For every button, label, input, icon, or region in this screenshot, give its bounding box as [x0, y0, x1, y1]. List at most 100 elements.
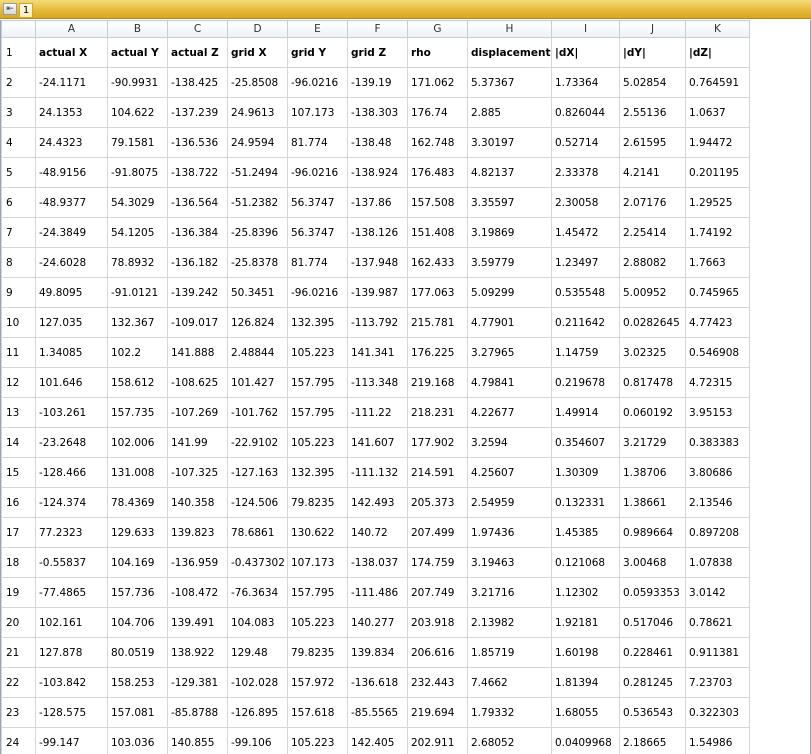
table-cell[interactable]: 0.281245 [619, 667, 686, 698]
table-cell[interactable]: 1.07838 [685, 547, 750, 578]
table-cell[interactable]: -107.325 [167, 457, 228, 488]
table-cell[interactable]: 1.74192 [685, 217, 750, 248]
table-cell[interactable]: 1.29525 [685, 187, 750, 218]
table-cell[interactable]: 0.132331 [551, 487, 620, 518]
table-cell[interactable]: 157.795 [287, 367, 348, 398]
table-cell[interactable]: 0.911381 [685, 637, 750, 668]
table-cell[interactable]: 1.92181 [551, 607, 620, 638]
table-cell[interactable]: 130.622 [287, 517, 348, 548]
table-cell[interactable]: 4.82137 [467, 157, 552, 188]
table-cell[interactable]: 0.060192 [619, 397, 686, 428]
table-cell[interactable]: 0.535548 [551, 277, 620, 308]
table-cell[interactable]: -138.126 [347, 217, 408, 248]
table-cell[interactable]: 4.79841 [467, 367, 552, 398]
table-cell[interactable]: 127.878 [35, 637, 108, 668]
table-cell[interactable]: 206.616 [407, 637, 468, 668]
table-cell[interactable]: 157.736 [107, 577, 168, 608]
table-cell[interactable]: -85.5565 [347, 697, 408, 728]
table-cell[interactable]: |dZ| [685, 37, 750, 68]
sheet-tab-1[interactable]: 1 [19, 3, 33, 17]
table-cell[interactable]: -0.437302 [227, 547, 288, 578]
table-cell[interactable]: 2.48844 [227, 337, 288, 368]
table-cell[interactable]: 1.23497 [551, 247, 620, 278]
table-cell[interactable]: 0.201195 [685, 157, 750, 188]
row-header[interactable]: 10 [1, 307, 36, 338]
table-cell[interactable]: 142.405 [347, 727, 408, 754]
table-cell[interactable]: -99.106 [227, 727, 288, 754]
table-cell[interactable]: 24.9594 [227, 127, 288, 158]
table-cell[interactable]: 102.161 [35, 607, 108, 638]
table-cell[interactable]: 0.826044 [551, 97, 620, 128]
column-header[interactable]: A [35, 20, 108, 38]
table-cell[interactable]: 107.173 [287, 97, 348, 128]
table-cell[interactable]: 157.081 [107, 697, 168, 728]
table-cell[interactable]: 1.97436 [467, 517, 552, 548]
table-cell[interactable]: -124.374 [35, 487, 108, 518]
table-cell[interactable]: 78.8932 [107, 247, 168, 278]
table-cell[interactable]: 141.99 [167, 427, 228, 458]
table-cell[interactable]: -76.3634 [227, 577, 288, 608]
table-cell[interactable]: -138.924 [347, 157, 408, 188]
table-cell[interactable]: -138.303 [347, 97, 408, 128]
table-cell[interactable]: 207.749 [407, 577, 468, 608]
table-cell[interactable]: 207.499 [407, 517, 468, 548]
table-cell[interactable]: -91.0121 [107, 277, 168, 308]
table-cell[interactable]: 1.60198 [551, 637, 620, 668]
table-cell[interactable]: 24.9613 [227, 97, 288, 128]
table-cell[interactable]: 0.322303 [685, 697, 750, 728]
row-header[interactable]: 5 [1, 157, 36, 188]
table-cell[interactable]: 140.358 [167, 487, 228, 518]
table-cell[interactable]: 132.395 [287, 457, 348, 488]
row-header[interactable]: 19 [1, 577, 36, 608]
table-cell[interactable]: 49.8095 [35, 277, 108, 308]
table-cell[interactable]: 79.8235 [287, 487, 348, 518]
table-cell[interactable]: 3.19869 [467, 217, 552, 248]
table-cell[interactable]: 0.817478 [619, 367, 686, 398]
row-header[interactable]: 6 [1, 187, 36, 218]
table-cell[interactable]: 0.745965 [685, 277, 750, 308]
table-cell[interactable]: -48.9156 [35, 157, 108, 188]
table-cell[interactable]: 2.68052 [467, 727, 552, 754]
table-cell[interactable]: 0.228461 [619, 637, 686, 668]
column-header[interactable]: J [619, 20, 686, 38]
table-cell[interactable]: 131.008 [107, 457, 168, 488]
table-cell[interactable]: displacement [467, 37, 552, 68]
table-cell[interactable]: 141.607 [347, 427, 408, 458]
table-cell[interactable]: -124.506 [227, 487, 288, 518]
table-cell[interactable]: 5.09299 [467, 277, 552, 308]
table-cell[interactable]: 5.00952 [619, 277, 686, 308]
table-cell[interactable]: 3.95153 [685, 397, 750, 428]
table-cell[interactable]: 1.81394 [551, 667, 620, 698]
table-cell[interactable]: 129.48 [227, 637, 288, 668]
table-cell[interactable]: 1.54986 [685, 727, 750, 754]
table-cell[interactable]: 0.219678 [551, 367, 620, 398]
table-cell[interactable]: 4.25607 [467, 457, 552, 488]
table-cell[interactable]: -96.0216 [287, 157, 348, 188]
table-cell[interactable]: 0.383383 [685, 427, 750, 458]
table-cell[interactable]: -138.48 [347, 127, 408, 158]
column-header[interactable]: D [227, 20, 288, 38]
table-cell[interactable]: -128.575 [35, 697, 108, 728]
table-cell[interactable]: 219.168 [407, 367, 468, 398]
table-cell[interactable]: 140.855 [167, 727, 228, 754]
table-cell[interactable]: 2.61595 [619, 127, 686, 158]
table-cell[interactable]: -22.9102 [227, 427, 288, 458]
table-cell[interactable]: 1.38706 [619, 457, 686, 488]
table-cell[interactable]: 78.6861 [227, 517, 288, 548]
table-cell[interactable]: -108.625 [167, 367, 228, 398]
table-cell[interactable]: -138.037 [347, 547, 408, 578]
table-cell[interactable]: -77.4865 [35, 577, 108, 608]
table-cell[interactable]: 0.0409968 [551, 727, 620, 754]
table-cell[interactable]: 2.33378 [551, 157, 620, 188]
table-cell[interactable]: -51.2494 [227, 157, 288, 188]
table-cell[interactable]: 4.2141 [619, 157, 686, 188]
table-cell[interactable]: actual Y [107, 37, 168, 68]
table-cell[interactable]: -137.948 [347, 247, 408, 278]
table-cell[interactable]: -126.895 [227, 697, 288, 728]
table-cell[interactable]: 3.30197 [467, 127, 552, 158]
table-cell[interactable]: -96.0216 [287, 277, 348, 308]
table-cell[interactable]: 3.27965 [467, 337, 552, 368]
table-cell[interactable]: 141.888 [167, 337, 228, 368]
table-cell[interactable]: 105.223 [287, 427, 348, 458]
table-cell[interactable]: 2.885 [467, 97, 552, 128]
